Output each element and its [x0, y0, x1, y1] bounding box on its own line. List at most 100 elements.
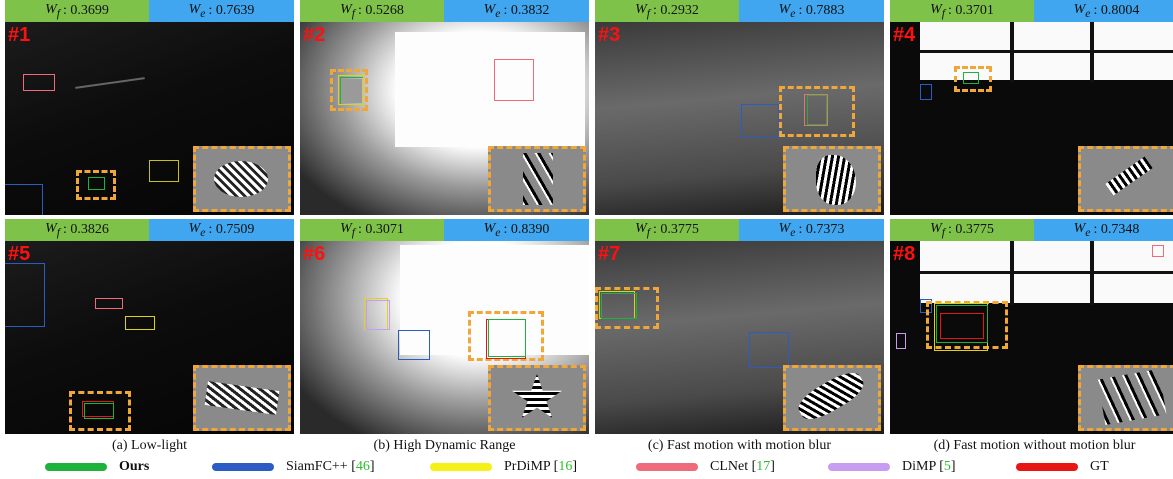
- legend-gt: GT: [1016, 459, 1109, 475]
- legend-swatch: [430, 463, 492, 471]
- event-blob: [816, 155, 856, 205]
- wf-score: Wf: 0.2932: [595, 0, 739, 22]
- wf-score: Wf: 0.3775: [890, 219, 1034, 241]
- event-inset: [193, 146, 291, 212]
- caption-fast-blur: (c) Fast motion with motion blur: [647, 438, 832, 453]
- frame-image: #7: [595, 241, 884, 434]
- event-blob: [1105, 156, 1153, 196]
- box-ours: [84, 403, 114, 419]
- window-glare: [400, 245, 589, 355]
- box-prdimp: [149, 160, 179, 182]
- we-score: We: 0.7373: [739, 219, 884, 241]
- box-clnet: [23, 74, 55, 91]
- we-score: We: 0.7639: [149, 0, 294, 22]
- frame-image: #1: [5, 22, 294, 215]
- wf-score: Wf: 0.3699: [5, 0, 149, 22]
- we-score: We: 0.3832: [444, 0, 589, 22]
- focus-region: [954, 66, 992, 92]
- focus-region: [779, 86, 855, 137]
- event-inset: [783, 146, 881, 212]
- box-prdimp: [338, 75, 364, 105]
- sample-number: #7: [598, 243, 621, 265]
- caption-low-light: (a) Low-light: [111, 438, 188, 453]
- sample-number: #2: [303, 24, 326, 46]
- sample-number: #1: [8, 24, 31, 46]
- event-inset: [488, 365, 586, 431]
- event-blob: [512, 374, 562, 418]
- event-blob: [214, 161, 268, 197]
- box-ours: [488, 319, 526, 357]
- legend-swatch: [212, 463, 274, 471]
- focus-region: [76, 170, 116, 200]
- box-siamfc: [5, 184, 43, 215]
- box-ours: [807, 95, 827, 125]
- event-inset: [1078, 365, 1173, 431]
- frame-image: #3: [595, 22, 884, 215]
- legend-swatch: [636, 463, 698, 471]
- streak: [75, 77, 145, 89]
- legend-siamfc: SiamFC++ [46]: [212, 459, 375, 475]
- window-glare: [395, 32, 585, 147]
- box-ours: [601, 293, 637, 319]
- box-prdimp: [125, 316, 155, 330]
- wf-score: Wf: 0.5268: [300, 0, 444, 22]
- legend-swatch: [45, 463, 107, 471]
- event-blob: [1097, 368, 1167, 426]
- sample-number: #3: [598, 24, 621, 46]
- event-inset: [783, 365, 881, 431]
- target-object: [340, 79, 362, 103]
- wf-score: Wf: 0.3775: [595, 219, 739, 241]
- event-inset: [193, 365, 291, 431]
- legend-ours: Ours: [45, 459, 149, 475]
- legend-clnet: CLNet [17]: [636, 459, 775, 475]
- event-inset: [488, 146, 586, 212]
- box-ours: [963, 72, 979, 84]
- focus-region: [330, 69, 368, 111]
- box-ours: [88, 177, 105, 190]
- box-clnet: [804, 94, 828, 126]
- box-siamfc: [5, 263, 45, 327]
- caption-hdr: (b) High Dynamic Range: [373, 438, 516, 453]
- frame-image: #8: [890, 241, 1173, 434]
- box-siamfc: [398, 330, 430, 360]
- legend-prdimp: PrDiMP [16]: [430, 459, 577, 475]
- frame-image: #2: [300, 22, 589, 215]
- focus-region: [468, 311, 544, 361]
- frame-image: #6: [300, 241, 589, 434]
- frame-image: #4: [890, 22, 1173, 215]
- wf-score: Wf: 0.3701: [890, 0, 1034, 22]
- caption-fast-noblur: (d) Fast motion without motion blur: [933, 438, 1136, 453]
- box-dimp: [366, 300, 390, 330]
- box-ours: [936, 305, 988, 343]
- we-score: We: 0.7348: [1034, 219, 1173, 241]
- sample-number: #4: [893, 24, 916, 46]
- sample-number: #8: [893, 243, 916, 265]
- frame-image: #5: [5, 241, 294, 434]
- window-frame: [920, 50, 1173, 53]
- wf-score: Wf: 0.3826: [5, 219, 149, 241]
- event-blob: [523, 153, 553, 205]
- focus-region: [595, 287, 659, 329]
- legend-dimp: DiMP [5]: [828, 459, 956, 475]
- event-blob: [204, 381, 280, 415]
- window-frame: [920, 271, 1173, 274]
- box-clnet: [494, 59, 534, 101]
- legend-swatch: [828, 463, 890, 471]
- box-siamfc: [741, 104, 779, 138]
- legend-swatch: [1016, 463, 1078, 471]
- wf-score: Wf: 0.3071: [300, 219, 444, 241]
- sample-number: #5: [8, 243, 31, 265]
- box-clnet: [95, 298, 123, 309]
- focus-region: [69, 391, 131, 431]
- box-siamfc: [749, 332, 789, 368]
- box-clnet: [1152, 245, 1164, 257]
- event-blob: [793, 368, 869, 426]
- sample-number: #6: [303, 243, 326, 265]
- box-dimp: [896, 333, 906, 349]
- event-inset: [1078, 146, 1173, 212]
- we-score: We: 0.8004: [1034, 0, 1173, 22]
- box-siamfc: [920, 84, 932, 100]
- we-score: We: 0.8390: [444, 219, 589, 241]
- we-score: We: 0.7883: [739, 0, 884, 22]
- box-gt: [940, 313, 984, 339]
